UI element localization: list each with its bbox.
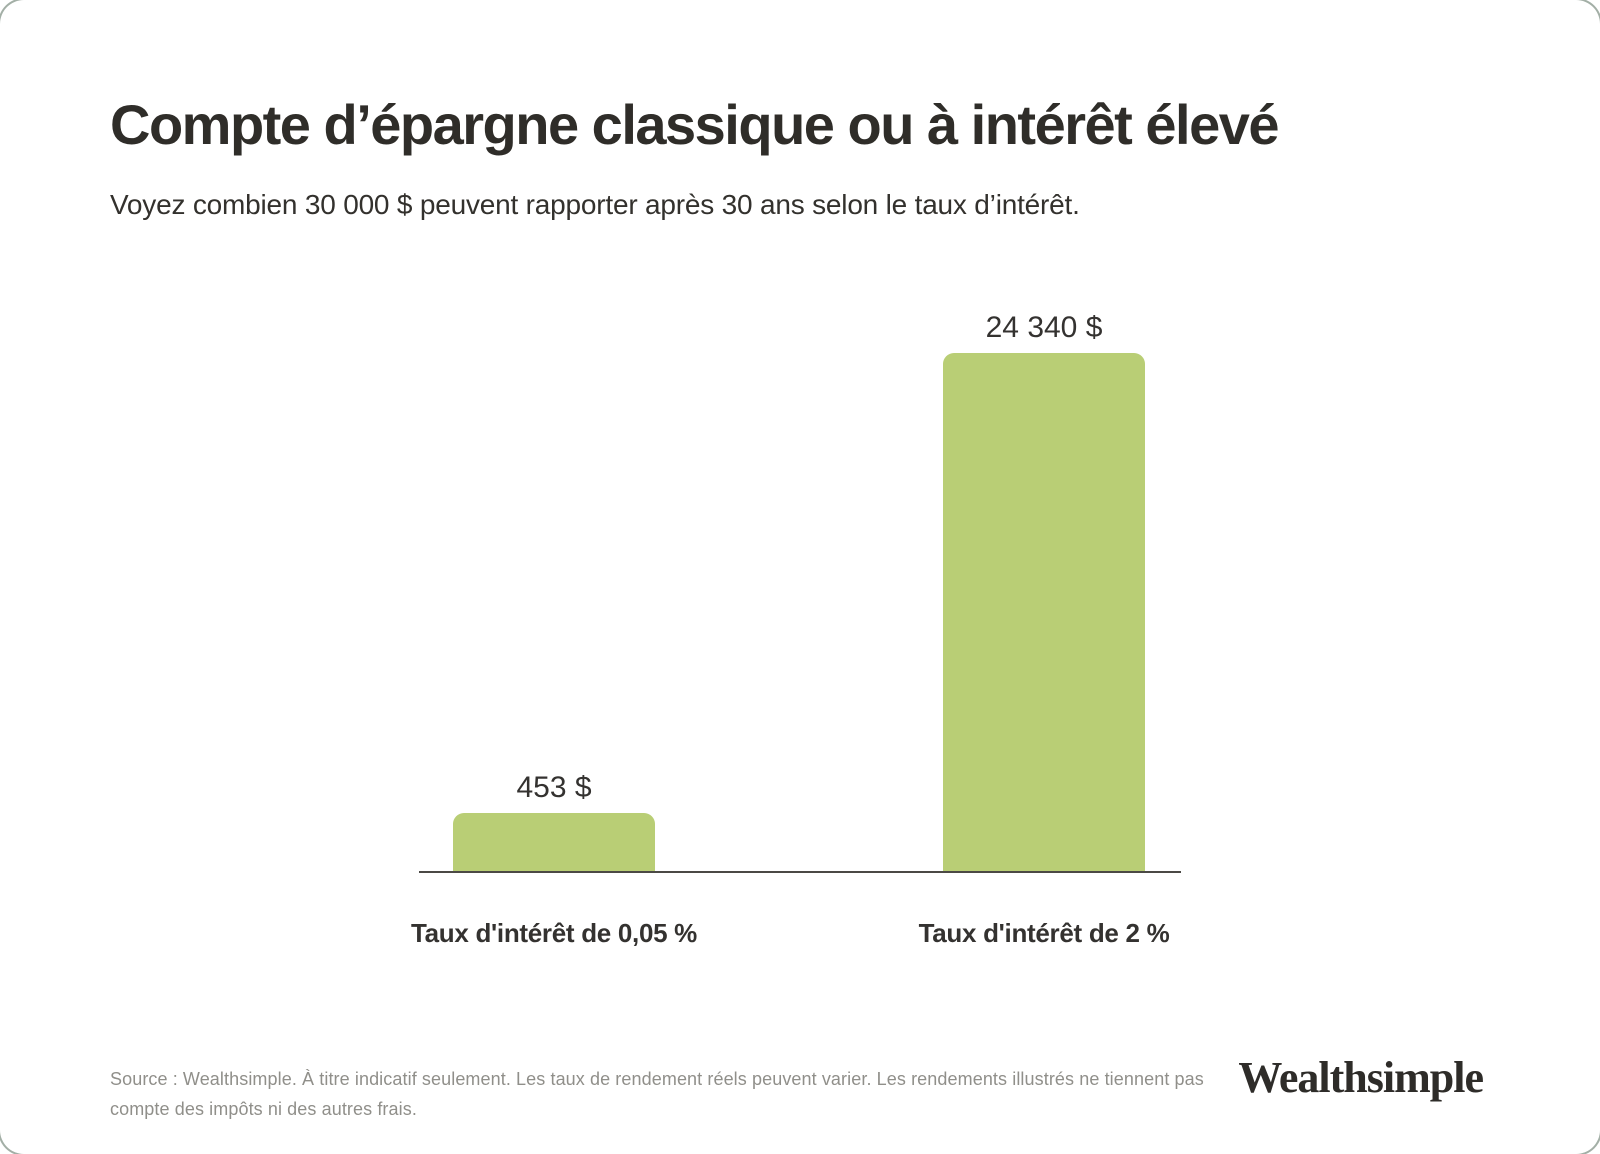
source-disclaimer-text: Source : Wealthsimple. À titre indicatif…: [110, 1069, 1204, 1119]
bar-value-label-low: 453 $: [516, 771, 592, 804]
chart-subtitle: Voyez combien 30 000 $ peuvent rapporter…: [110, 189, 1080, 220]
bar-group-high-rate: 24 340 $: [943, 311, 1145, 871]
category-label-low-rate: Taux d'intérêt de 0,05 %: [410, 918, 698, 948]
wealthsimple-logo: Wealthsimple: [1238, 1053, 1484, 1102]
page-title: Compte d’épargne classique ou à intérêt …: [110, 93, 1280, 156]
bar-low-rate: [453, 813, 655, 871]
category-label-high-rate: Taux d'intérêt de 2 %: [918, 918, 1170, 948]
bar-high-rate: [943, 353, 1145, 871]
bar-group-low-rate: 453 $: [453, 771, 655, 871]
x-axis-line: [419, 871, 1181, 873]
bar-value-label-high: 24 340 $: [985, 311, 1103, 344]
